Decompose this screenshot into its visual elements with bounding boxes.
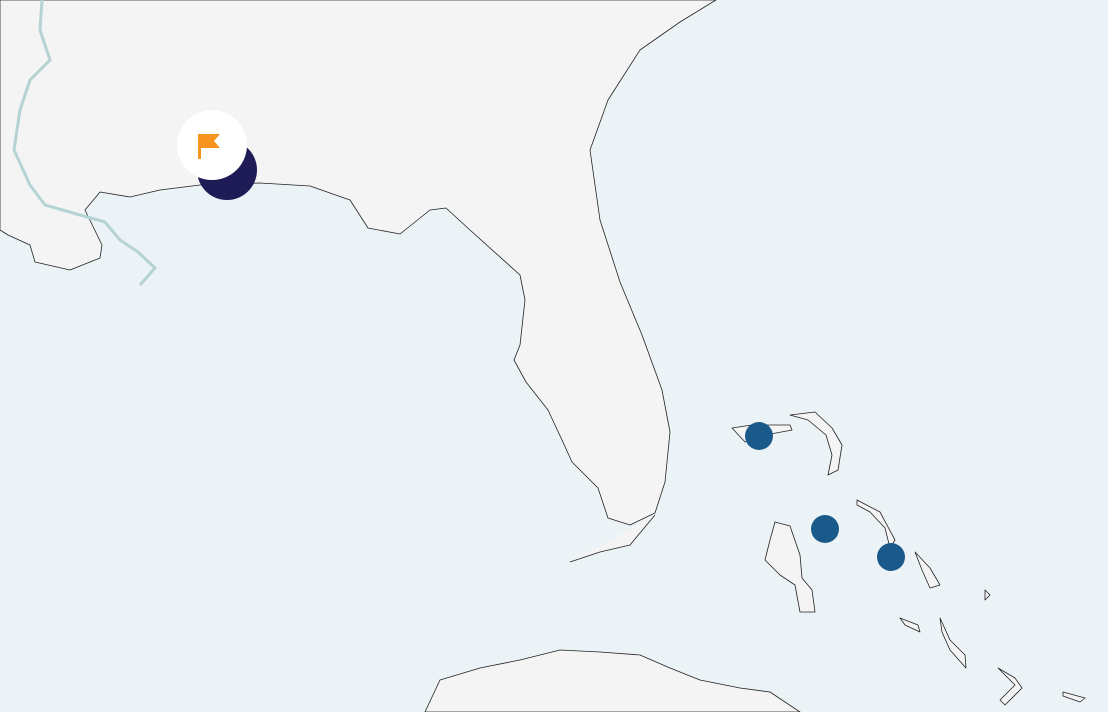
river [12,0,158,286]
island-cat [914,551,941,589]
cuba [424,649,801,712]
flag [201,134,220,148]
island-exuma [899,589,1086,706]
island-andros [764,521,816,613]
location-marker[interactable] [745,422,773,450]
location-marker[interactable] [877,543,905,571]
island-abaco [789,411,843,476]
flag-pole [198,134,201,159]
location-marker[interactable] [811,515,839,543]
mainland [0,0,717,526]
keys [569,514,656,563]
